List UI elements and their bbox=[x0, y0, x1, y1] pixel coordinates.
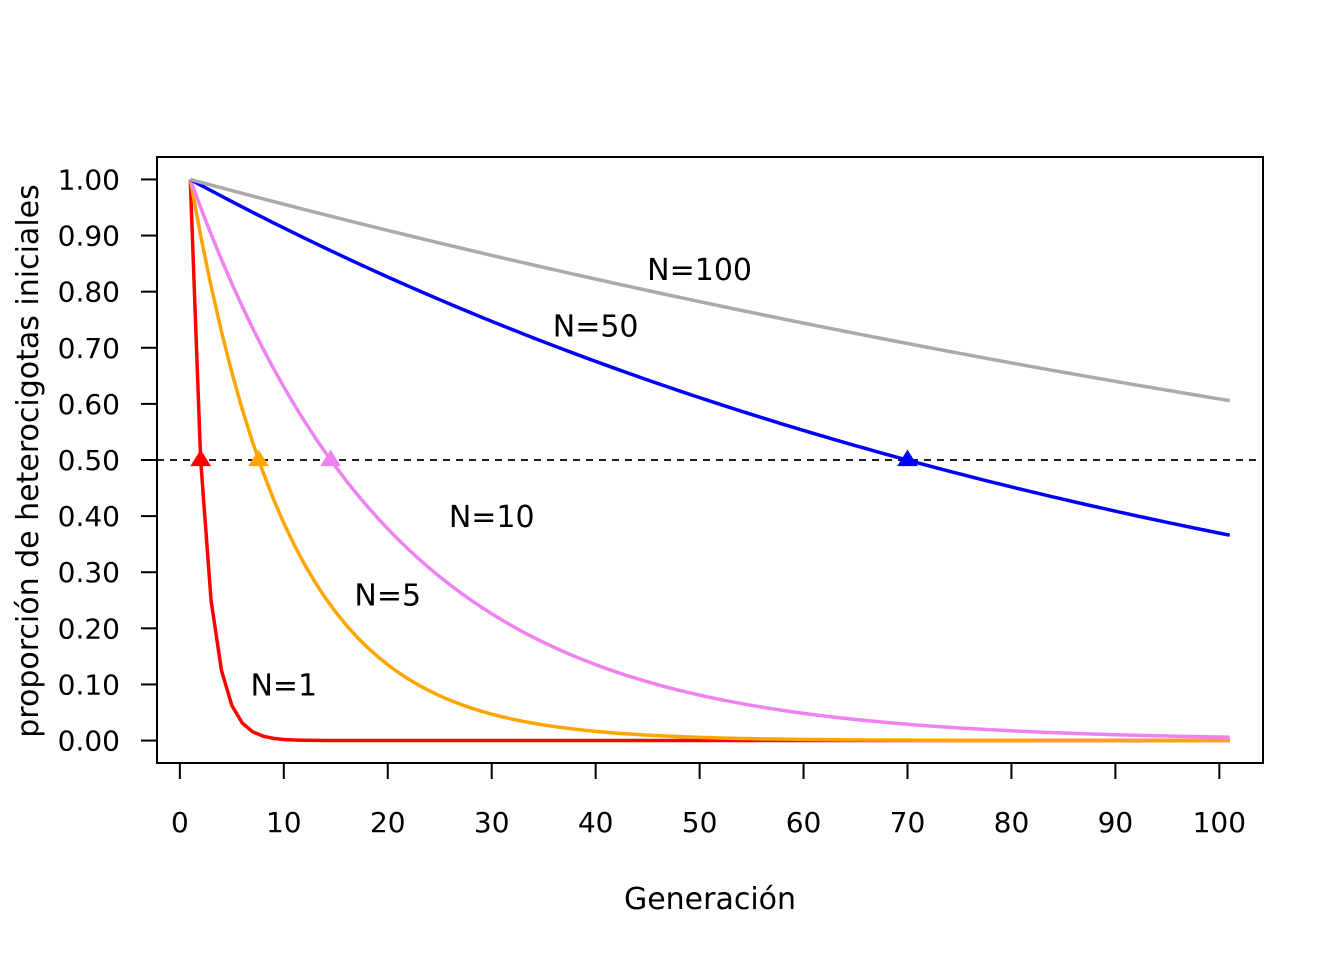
series-layer bbox=[188, 177, 1231, 743]
y-tick-label: 0.00 bbox=[58, 725, 120, 758]
y-tick-label: 0.10 bbox=[58, 668, 120, 701]
y-tick-label: 0.50 bbox=[58, 444, 120, 477]
x-tick-label: 20 bbox=[370, 806, 406, 839]
x-tick-label: 10 bbox=[266, 806, 302, 839]
half-point-markers bbox=[190, 449, 918, 467]
y-tick-label: 0.80 bbox=[58, 276, 120, 309]
series-label: N=100 bbox=[647, 253, 752, 288]
half-point-marker bbox=[248, 449, 270, 467]
series-line-n-50 bbox=[189, 177, 1231, 537]
plot-frame bbox=[156, 156, 1264, 764]
y-tick-label: 1.00 bbox=[58, 163, 120, 196]
series-labels: N=1 N=5 N=10 N=50N=100 bbox=[250, 253, 752, 703]
y-tick-label: 0.40 bbox=[58, 500, 120, 533]
x-tick-label: 80 bbox=[994, 806, 1030, 839]
series-line-n-5 bbox=[188, 179, 1230, 743]
x-tick-label: 30 bbox=[474, 806, 510, 839]
y-tick-label: 0.70 bbox=[58, 332, 120, 365]
series-label: N=1 bbox=[250, 668, 317, 703]
half-point-marker bbox=[190, 449, 212, 467]
y-axis-title: proporción de heterocigotas iniciales bbox=[11, 184, 46, 738]
series-label: N=10 bbox=[449, 500, 535, 535]
x-axis-title: Generación bbox=[624, 882, 796, 917]
x-tick-label: 70 bbox=[890, 806, 926, 839]
y-tick-label: 0.20 bbox=[58, 612, 120, 645]
y-tick-label: 0.60 bbox=[58, 388, 120, 421]
series-label: N=50 bbox=[553, 309, 639, 344]
half-point-marker bbox=[320, 449, 341, 467]
x-tick-label: 100 bbox=[1193, 806, 1246, 839]
series-line-n-10 bbox=[188, 178, 1230, 739]
series-label: N=5 bbox=[354, 579, 421, 614]
x-tick-label: 90 bbox=[1098, 806, 1134, 839]
half-point-marker bbox=[897, 449, 918, 467]
x-tick-label: 0 bbox=[171, 806, 189, 839]
y-tick-label: 0.90 bbox=[58, 220, 120, 253]
x-tick-label: 50 bbox=[682, 806, 718, 839]
axes: 0 10 20 30 40 50 60 70 80 90 100 0.00 0.10 0.20 0.30 0.… bbox=[58, 163, 1246, 839]
x-tick-label: 40 bbox=[578, 806, 614, 839]
y-tick-label: 0.30 bbox=[58, 556, 120, 589]
x-tick-label: 60 bbox=[786, 806, 822, 839]
series-line-n-100 bbox=[189, 177, 1231, 403]
